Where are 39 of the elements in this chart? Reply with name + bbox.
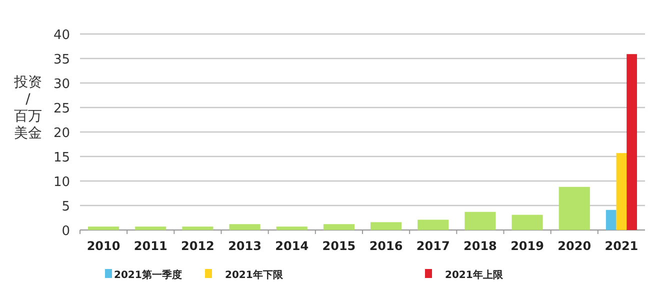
x-tick-label: 2016 — [369, 239, 403, 253]
x-tick-label: 2017 — [416, 239, 450, 253]
x-tick-label: 2014 — [275, 239, 309, 253]
y-tick-label: 5 — [62, 200, 70, 214]
y-tick-label: 15 — [53, 150, 70, 166]
x-tick-label: 2013 — [228, 239, 262, 253]
y-tick-label: 20 — [53, 126, 70, 141]
x-tick-label: 2021 — [604, 239, 638, 253]
legend-label: 2021年下限 — [225, 269, 284, 281]
y-tick-label: 40 — [53, 28, 70, 43]
bar — [182, 226, 214, 230]
bar — [626, 54, 637, 230]
bar — [135, 226, 166, 230]
bar — [616, 153, 627, 230]
y-tick-label: 0 — [62, 224, 70, 239]
legend-label: 2021第一季度 — [114, 269, 182, 281]
bar — [276, 226, 308, 230]
bar — [606, 210, 616, 230]
y-tick-label: 30 — [53, 77, 70, 92]
x-tick-label: 2015 — [322, 239, 356, 253]
bar — [558, 186, 590, 230]
bar — [323, 224, 354, 230]
bar — [464, 212, 496, 230]
y-tick-label: 35 — [53, 52, 70, 68]
bar — [418, 220, 449, 230]
x-tick-label: 2012 — [181, 239, 214, 253]
x-tick-label: 2020 — [558, 239, 592, 253]
bar — [370, 222, 402, 230]
y-axis-title: 投资/百万美金 — [13, 74, 42, 142]
y-tick-label: 10 — [53, 175, 70, 190]
legend-label: 2021年上限 — [445, 269, 504, 281]
bar — [512, 214, 543, 230]
y-tick-label: 25 — [53, 102, 70, 116]
x-tick-label: 2010 — [86, 239, 120, 253]
x-tick-label: 2019 — [510, 239, 544, 253]
bar — [229, 224, 260, 230]
x-tick-label: 2018 — [464, 239, 497, 253]
bar — [88, 226, 120, 230]
x-tick-label: 2011 — [134, 239, 168, 253]
